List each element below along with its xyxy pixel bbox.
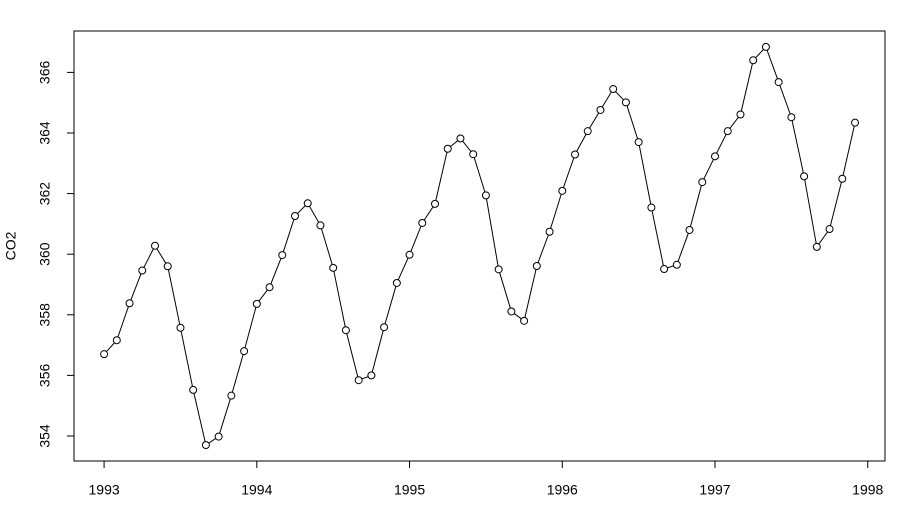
point xyxy=(774,78,783,87)
point xyxy=(341,326,350,335)
point xyxy=(418,218,427,227)
point xyxy=(596,105,605,114)
y-tick-label: 356 xyxy=(37,363,53,387)
point xyxy=(367,371,376,380)
point xyxy=(761,42,770,51)
x-tick-label: 1998 xyxy=(852,482,883,498)
point xyxy=(851,118,860,127)
point xyxy=(507,307,516,316)
x-tick-label: 1996 xyxy=(547,482,578,498)
point xyxy=(647,203,656,212)
point xyxy=(634,138,643,147)
point xyxy=(100,350,109,359)
point xyxy=(711,152,720,161)
point xyxy=(150,241,159,250)
point xyxy=(825,225,834,234)
y-tick-label: 358 xyxy=(37,303,53,327)
x-tick-label: 1995 xyxy=(394,482,425,498)
point xyxy=(189,385,198,394)
x-tick-label: 1993 xyxy=(89,482,120,498)
point xyxy=(838,174,847,183)
point xyxy=(329,263,338,272)
point xyxy=(138,266,147,275)
point xyxy=(443,144,452,153)
point xyxy=(736,110,745,119)
point xyxy=(316,221,325,230)
point xyxy=(405,250,414,259)
y-tick-label: 366 xyxy=(37,60,53,84)
point xyxy=(469,150,478,159)
point xyxy=(481,191,490,200)
point xyxy=(672,260,681,269)
point xyxy=(163,262,172,271)
point xyxy=(545,227,554,236)
point xyxy=(571,150,580,159)
point xyxy=(723,127,732,136)
point xyxy=(125,299,134,308)
point xyxy=(354,376,363,385)
point xyxy=(456,134,465,143)
point xyxy=(201,441,210,450)
y-tick-label: 354 xyxy=(37,424,53,448)
x-tick-label: 1997 xyxy=(699,482,730,498)
plot-frame xyxy=(73,30,886,462)
series-line xyxy=(103,46,856,446)
point xyxy=(278,251,287,260)
point xyxy=(621,98,630,107)
point xyxy=(660,265,669,274)
point xyxy=(112,336,121,345)
point xyxy=(380,323,389,332)
point xyxy=(685,225,694,234)
point xyxy=(532,261,541,270)
point xyxy=(583,127,592,136)
point xyxy=(392,278,401,287)
y-tick-label: 364 xyxy=(37,121,53,145)
point xyxy=(431,199,440,208)
point xyxy=(749,56,758,65)
y-tick-label: 362 xyxy=(37,182,53,206)
point xyxy=(240,347,249,356)
point xyxy=(291,212,300,221)
point xyxy=(494,265,503,274)
point xyxy=(520,316,529,325)
point xyxy=(176,323,185,332)
point xyxy=(812,242,821,251)
point xyxy=(303,199,312,208)
point xyxy=(227,391,236,400)
y-axis-label: CO2 xyxy=(3,231,19,260)
point xyxy=(252,299,261,308)
point xyxy=(800,172,809,181)
x-tick-label: 1994 xyxy=(241,482,272,498)
point xyxy=(787,113,796,122)
point xyxy=(214,432,223,441)
point xyxy=(558,186,567,195)
point xyxy=(609,85,618,94)
point xyxy=(265,283,274,292)
point xyxy=(698,178,707,187)
y-tick-label: 360 xyxy=(37,242,53,266)
